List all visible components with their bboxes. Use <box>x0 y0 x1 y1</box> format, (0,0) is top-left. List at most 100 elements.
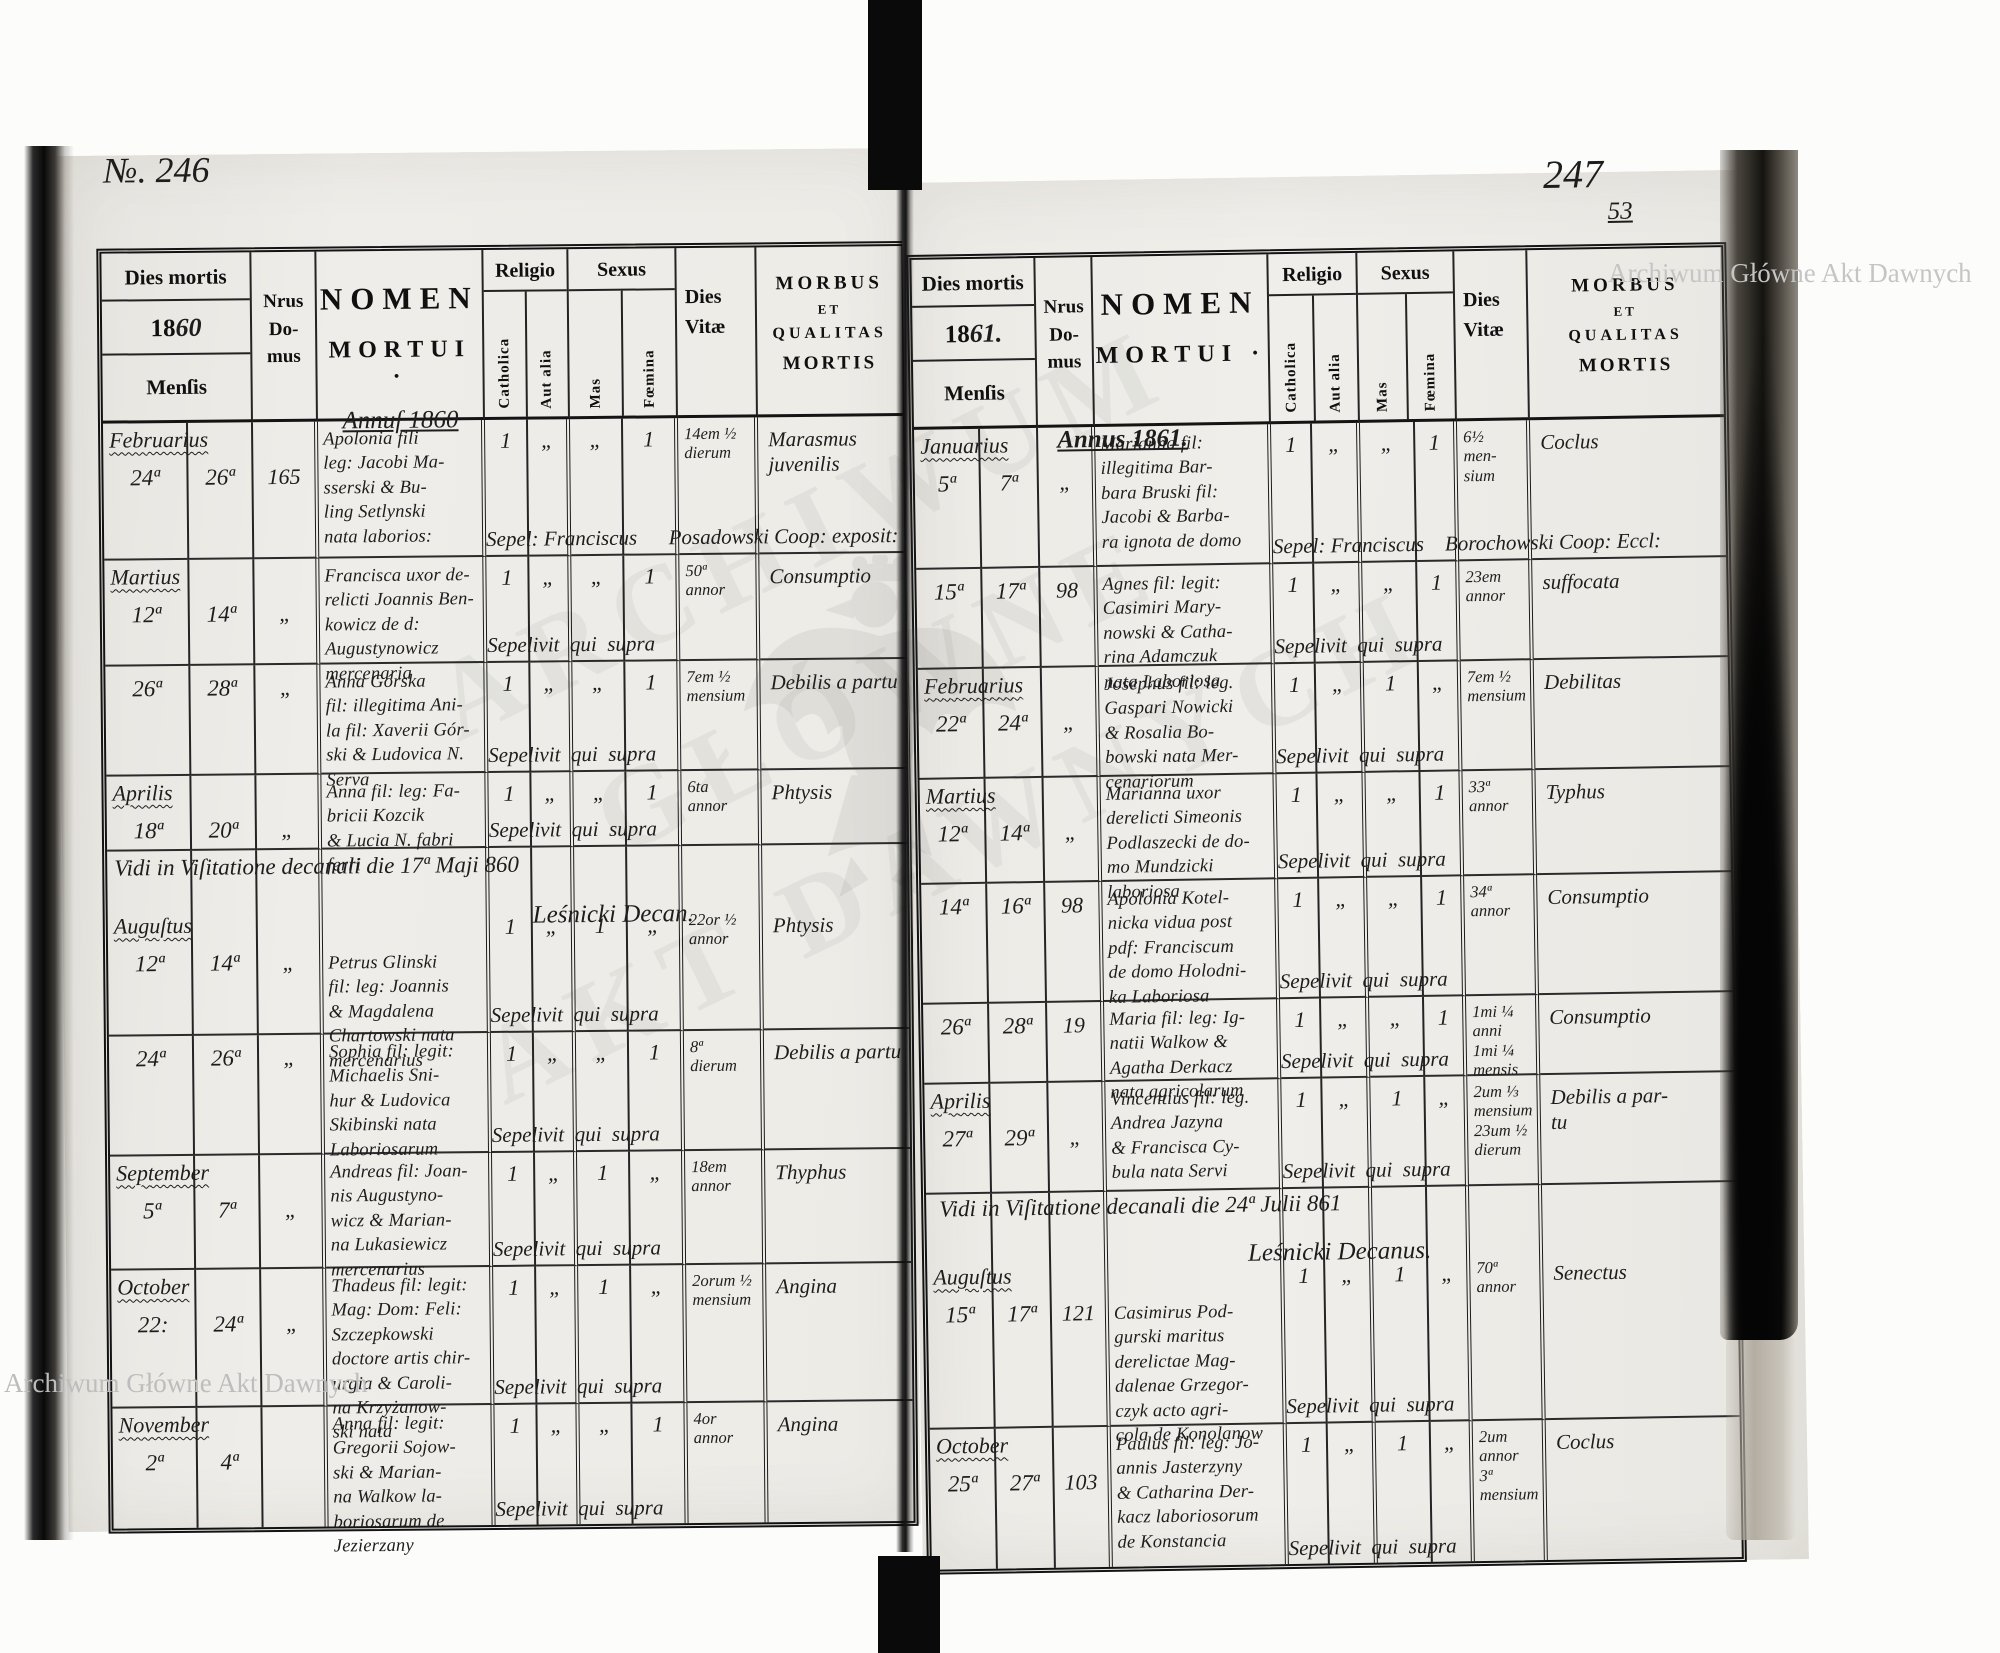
right-row9-deceased-name: Paulus fil: leg: Jo- annis Jasterzyny & … <box>1115 1432 1260 1553</box>
right-row8-house-number: 121 <box>1061 1300 1096 1326</box>
left-header-dies-mortis-label: Dies mortis <box>101 252 250 302</box>
left-row7-d1-cell: September 5ª <box>110 1155 209 1271</box>
right-row5-cath-mark: 1 <box>1292 886 1304 912</box>
left-header-year-printed: 18 <box>150 314 176 343</box>
right-row3-age: 7em ½ mensium <box>1466 666 1527 706</box>
left-header-mensis-label: Menſis <box>146 374 208 400</box>
left-row1-alia-mark: „ <box>540 427 554 453</box>
right-row9-alia-mark: „ <box>1343 1431 1357 1457</box>
left-subcol-aut-alia: Aut alia <box>526 291 568 416</box>
right-row6-name-cell: Maria fil: leg: Ig- natii Walkow & Agath… <box>1104 999 1449 1103</box>
right-row9-d1-cell: October 25ª <box>929 1428 1008 1570</box>
left-row8-morbus-cell: Angina <box>766 1262 913 1403</box>
right-row5-fem-mark: 1 <box>1435 884 1448 910</box>
left-row8-house-number: „ <box>285 1310 299 1336</box>
right-row4-age: 33ª annor <box>1468 776 1509 816</box>
right-row7-alia-mark: „ <box>1338 1086 1351 1112</box>
right-header-vitae-label: Vitæ <box>1463 318 1505 342</box>
left-row4-burial-date: 20ª <box>208 817 239 843</box>
left-header-religio-label: Religio <box>483 249 567 293</box>
left-header-sexus-subcolumns: Mas Fœmina <box>568 290 676 417</box>
right-row7-burial-date: 29ª <box>1004 1125 1035 1151</box>
left-header-et-label: ET <box>817 301 842 317</box>
left-row6-d2-cell: 26ª <box>193 1035 261 1156</box>
left-row1-house-number: 165 <box>267 463 301 490</box>
right-row5-house-number: 98 <box>1060 892 1084 918</box>
right-header-aut-alia-label: Aut alia <box>1327 352 1345 413</box>
right-row6-burial-note: Sepelivit qui supra <box>1280 1046 1450 1074</box>
left-subcol-femina: Fœmina <box>623 290 676 415</box>
right-row5-morbus-cell: Consumptio <box>1537 872 1733 996</box>
left-row9-burial-date: 4ª <box>220 1449 239 1475</box>
left-header-qualitas-label: QUALITAS <box>772 324 887 343</box>
left-row7-burial-note: Sepelivit qui supra <box>492 1235 662 1261</box>
left-row9-mas-mark: „ <box>598 1411 612 1437</box>
left-row9-house-cell <box>262 1406 329 1528</box>
right-row5-cause-of-death: Consumptio <box>1547 883 1650 909</box>
right-row4-fem-mark: 1 <box>1434 779 1446 805</box>
right-header-mas-label: Mas <box>1374 380 1391 412</box>
left-row3-burial-date: 28ª <box>207 675 237 701</box>
right-row7-d1-cell: Aprilis 27ª <box>924 1083 993 1195</box>
left-header-dies-label: Dies <box>684 285 722 309</box>
left-header-nomen: NOMEN <box>319 280 479 317</box>
right-row4-morbus-cell: Typhus <box>1535 767 1732 876</box>
left-row1-fem-mark: 1 <box>643 426 655 452</box>
right-row3-vitae-cell: 7em ½ mensium <box>1460 660 1536 772</box>
left-row1-name-cell: Apolonia fili leg: Jacobi Ma- sserski & … <box>317 420 899 559</box>
left-row5-death-date: 12ª <box>134 951 165 977</box>
left-row9-d1-cell: November 2ª <box>112 1407 209 1529</box>
right-row7-house-number: „ <box>1069 1124 1082 1150</box>
right-row7-burial-note: Sepelivit qui supra <box>1282 1156 1451 1184</box>
right-row5-house-cell: 98 <box>1045 881 1105 1003</box>
left-row1-death-date: 24ª <box>130 465 160 491</box>
right-row8-deceased-name: Casimirus Pod- gurski maritus derelictae… <box>1113 1301 1264 1446</box>
right-book-edge <box>1720 150 1798 1340</box>
left-header-catholica-label: Catholica <box>495 338 513 409</box>
left-row8-burial-date: 24ª <box>213 1311 243 1337</box>
archive-eagle-watermark-icon <box>743 555 1017 898</box>
left-header-nrus-domus: Nrus Do-mus <box>251 251 318 423</box>
right-folio-number: 247 <box>1542 151 1604 197</box>
right-header-sexus-subcolumns: Mas Fœmina <box>1357 293 1455 420</box>
left-row9-cause-of-death: Angina <box>777 1411 839 1437</box>
right-row7-deceased-name: Vincentius fil: leg. Andrea Jazyna & Fra… <box>1110 1087 1250 1184</box>
left-row4-d2-cell: 20ª <box>191 775 258 851</box>
right-row7-age: 2um ⅓ mensium 23um ½ dierum <box>1473 1081 1533 1160</box>
right-row8-d2-cell: 17ª <box>992 1192 1054 1429</box>
right-row7-mas-mark: 1 <box>1391 1085 1403 1111</box>
left-row4-house-number: „ <box>281 816 294 842</box>
right-row7-death-date: 27ª <box>942 1126 973 1152</box>
left-row2-burial-date: 14ª <box>206 601 237 627</box>
left-subcol-catholica: Catholica <box>483 291 528 418</box>
left-header-sexus-label: Sexus <box>568 248 675 292</box>
right-row9-morbus-cell: Coclus <box>1546 1417 1742 1560</box>
scanner-black-bar-top <box>868 0 922 190</box>
right-row7-house-cell: „ <box>1048 1081 1108 1193</box>
left-row7-house-number: „ <box>284 1196 298 1222</box>
left-row2-house-number: „ <box>279 600 292 626</box>
right-row6-burial-date: 28ª <box>1002 1013 1033 1039</box>
right-row6-morbus-cell: Consumptio <box>1538 992 1735 1076</box>
right-row6-fem-mark: 1 <box>1437 1004 1450 1030</box>
right-header-femina-label: Fœmina <box>1422 352 1440 411</box>
left-header-year-handwritten: 60 <box>175 312 202 342</box>
right-row9-cath-mark: 1 <box>1300 1431 1313 1457</box>
right-row7-month: Aprilis <box>930 1087 991 1114</box>
left-header-mortui: MORTUI · <box>328 336 472 390</box>
right-row4-mas-mark: „ <box>1385 780 1399 806</box>
right-row9-fem-mark: „ <box>1443 1429 1457 1455</box>
left-row7-age: 18em annor <box>691 1156 731 1196</box>
left-row7-alia-mark: „ <box>547 1160 561 1186</box>
left-row3-d2-cell: 28ª <box>190 665 257 776</box>
left-row3-death-date: 26ª <box>132 676 162 702</box>
left-row8-burial-note: Sepelivit qui supra <box>494 1373 663 1399</box>
left-row7-fem-mark: „ <box>649 1159 662 1185</box>
right-row8-fem-cell: „ <box>1426 1186 1473 1422</box>
left-row1-burial-date: 26ª <box>205 464 235 490</box>
right-row8-death-date: 15ª <box>945 1302 975 1328</box>
left-row7-burial-date: 7ª <box>217 1197 237 1223</box>
left-row8-fem-mark: „ <box>650 1273 664 1299</box>
archive-watermark-top-right: Archiwum Główne Akt Dawnych <box>1608 258 1972 288</box>
